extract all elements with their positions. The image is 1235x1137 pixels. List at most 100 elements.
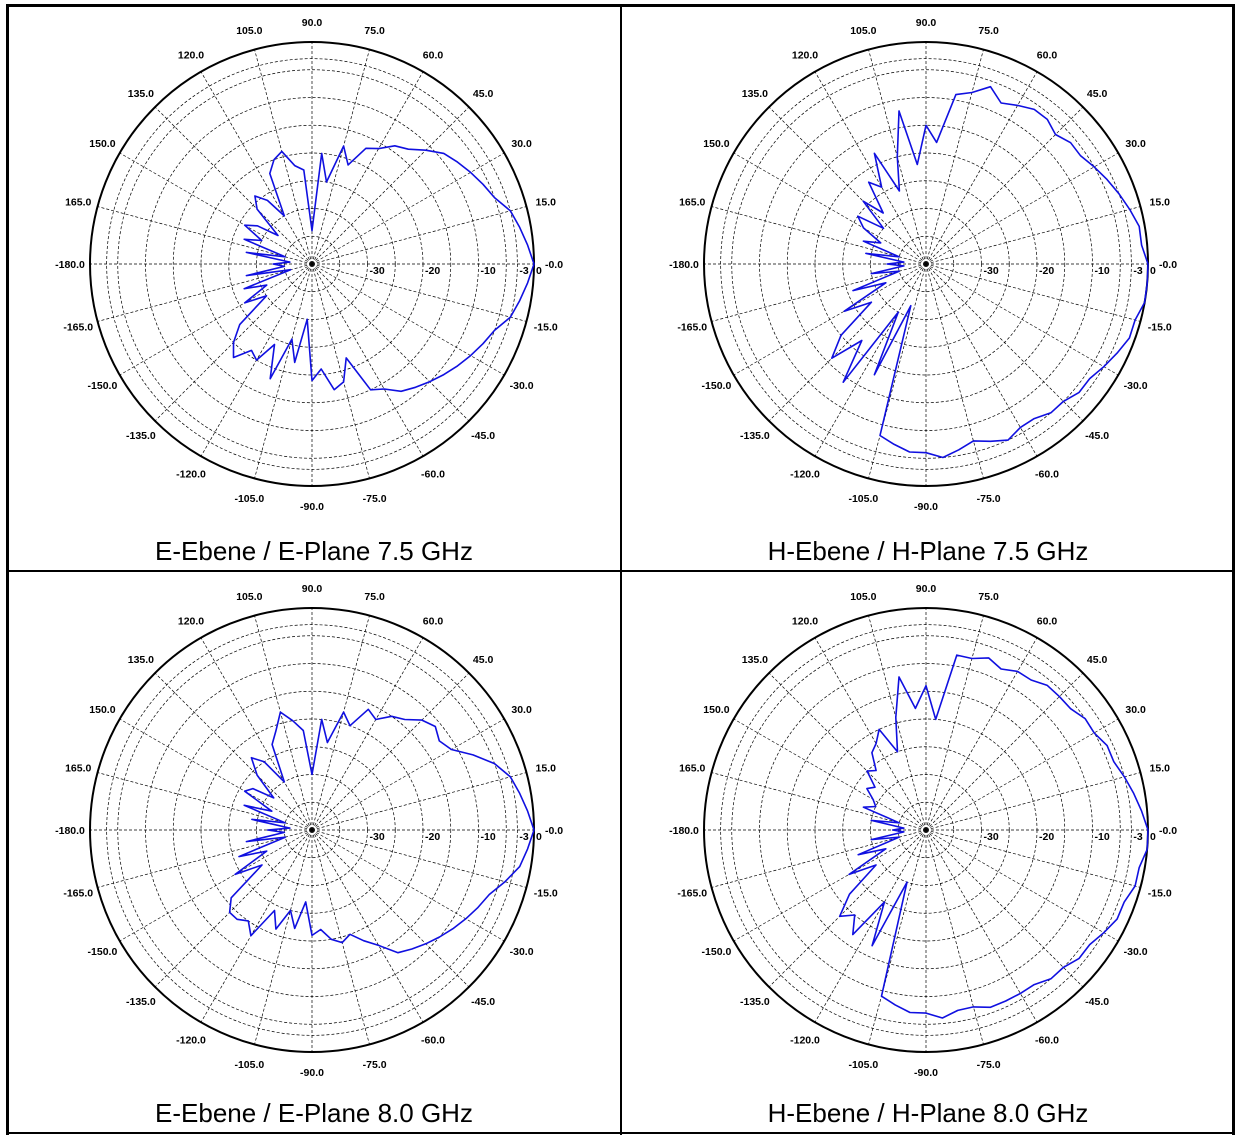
grid-spoke [925,615,984,831]
grid-spoke [311,829,470,988]
grid-spoke [768,829,927,988]
angle-tick-label: -75.0 [977,1059,1001,1071]
grid-spoke [311,263,424,457]
angle-tick-label: -105.0 [848,1059,878,1071]
grid-spoke [311,263,505,376]
grid-spoke [711,829,927,888]
angle-tick-label: -0.0 [1159,259,1177,271]
polar-chart: -30 -20 -10 -3 0 -0.015.030.045.060.075.090.0… [55,17,563,513]
angle-tick-label: -45.0 [471,996,495,1008]
grid-spoke [119,718,313,831]
radial-tick-label: -3 [1133,265,1142,277]
angle-tick-label: -120.0 [790,1035,820,1047]
angle-tick-label: -105.0 [848,493,878,505]
angle-tick-label: -0.0 [1159,825,1177,837]
grid-spoke [814,637,927,831]
grid-spoke [925,829,1119,942]
grid-spoke [311,263,527,322]
angle-tick-label: -105.0 [234,1059,264,1071]
grid-spoke [925,829,1141,888]
angle-tick-label: -0.0 [545,259,563,271]
angle-tick-label: 150.0 [89,704,115,716]
chart-caption: H-Ebene / H-Plane 7.5 GHz [767,536,1089,566]
radial-tick-label: -30 [370,265,385,277]
grid-spoke [97,263,313,322]
grid-ring [117,69,507,459]
grid-spoke [254,829,313,1045]
angle-tick-label: -105.0 [234,493,264,505]
angle-tick-label: -60.0 [1035,469,1059,481]
grid-spoke [814,829,927,1023]
grid-spoke [711,206,927,265]
grid-spoke [814,71,927,265]
angle-tick-label: -60.0 [1035,1035,1059,1047]
angle-tick-label: -75.0 [977,493,1001,505]
angle-tick-label: 120.0 [792,49,818,61]
table-divider-horizontal [6,570,1235,572]
angle-tick-label: -150.0 [702,946,732,958]
grid-spoke [925,152,1119,265]
grid-spoke [154,106,313,265]
polar-chart: -30 -20 -10 -3 0 -0.015.030.045.060.075.090.0… [55,583,563,1079]
grid-spoke [733,263,927,376]
grid-spoke [733,152,927,265]
radial-tick-label: -20 [425,265,440,277]
chart-caption: H-Ebene / H-Plane 8.0 GHz [767,1098,1089,1128]
grid-spoke [925,829,984,1045]
radial-tick-label: 0 [536,265,542,277]
angle-tick-label: 105.0 [850,591,876,603]
table-border-right [1232,4,1235,1135]
grid-spoke [925,263,1084,422]
grid-spoke [311,637,424,831]
angle-tick-label: 150.0 [89,138,115,150]
angle-tick-label: -60.0 [421,1035,445,1047]
angle-tick-label: -165.0 [63,322,93,334]
angle-tick-label: -90.0 [914,501,938,513]
grid-spoke [97,772,313,831]
polar-chart: -30 -20 -10 -3 0 -0.015.030.045.060.075.090.0… [669,583,1177,1079]
angle-tick-label: -90.0 [300,1067,324,1079]
chart-cell: -30 -20 -10 -3 0 -0.0 15.0 30.0 45.0 60.0 75.0 90.0… [620,6,1235,571]
angle-tick-label: 15.0 [1150,196,1171,208]
grid-spoke [733,718,927,831]
grid-spoke [311,672,470,831]
chart-cell: -30 -20 -10 -3 0 -0.0 15.0 30.0 45.0 60.0 75.0 90.0… [620,572,1235,1137]
angle-tick-label: 165.0 [679,762,705,774]
angle-tick-label: -90.0 [300,501,324,513]
angle-tick-label: -30.0 [510,946,534,958]
angle-tick-label: 120.0 [178,49,204,61]
radial-tick-label: -20 [425,831,440,843]
angle-tick-label: -165.0 [63,888,93,900]
angle-tick-label: 30.0 [1125,138,1146,150]
angle-tick-label: 45.0 [1087,88,1108,100]
polar-chart: -30 -20 -10 -3 0 -0.015.030.045.060.075.090.0… [669,17,1177,513]
angle-tick-label: -15.0 [1148,322,1172,334]
chart-caption: E-Ebene / E-Plane 7.5 GHz [155,536,473,566]
grid-spoke [154,829,313,988]
angle-tick-label: 75.0 [364,25,385,37]
grid-ring [228,180,396,348]
angle-tick-label: -75.0 [363,493,387,505]
grid-ring [786,690,1066,970]
radial-tick-label: -30 [984,265,999,277]
angle-tick-label: 150.0 [703,138,729,150]
radial-tick-label: -3 [1133,831,1142,843]
angle-tick-label: 30.0 [511,138,532,150]
grid-spoke [311,829,424,1023]
grid-spoke [311,49,370,265]
grid-spoke [925,49,984,265]
angle-tick-label: -45.0 [1085,430,1109,442]
grid-spoke [254,615,313,831]
pattern-line [838,654,1149,1019]
grid-ring [731,69,1121,459]
grid-ring [842,746,1010,914]
grid-spoke [868,263,927,479]
angle-tick-label: -180.0 [55,825,85,837]
angle-tick-label: 30.0 [511,704,532,716]
angle-tick-label: 15.0 [536,196,557,208]
grid-spoke [311,206,527,265]
grid-spoke [254,263,313,479]
angle-tick-label: 135.0 [128,88,154,100]
angle-tick-label: -180.0 [669,825,699,837]
